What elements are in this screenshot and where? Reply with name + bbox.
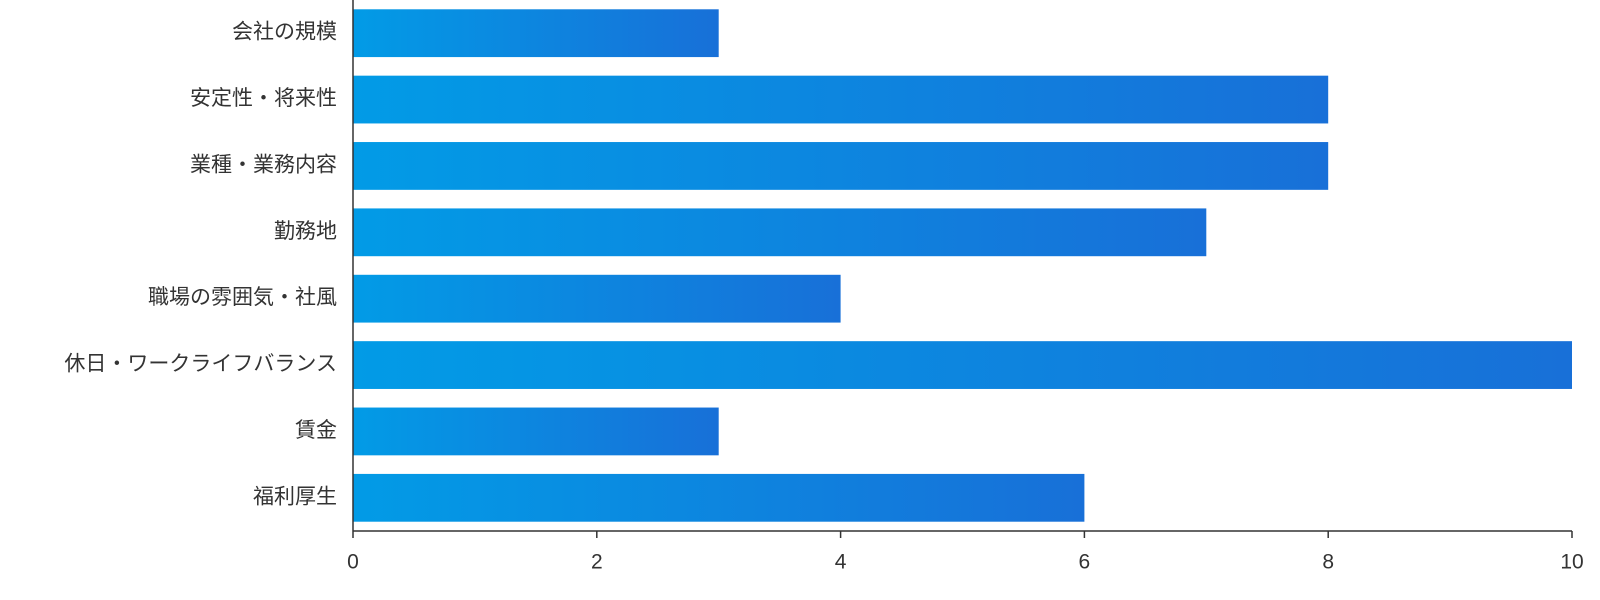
y-tick-label: 休日・ワークライフバランス bbox=[64, 353, 337, 376]
bar bbox=[353, 274, 841, 323]
bar bbox=[353, 142, 1329, 190]
bar bbox=[353, 473, 1085, 522]
y-tick-label: 勤務地 bbox=[274, 220, 337, 243]
bar bbox=[353, 208, 1207, 257]
y-tick-label: 賃金 bbox=[295, 419, 337, 442]
y-tick-label: 職場の雰囲気・社風 bbox=[148, 286, 337, 309]
bar bbox=[353, 75, 1329, 124]
x-tick-label: 10 bbox=[1560, 551, 1583, 574]
y-tick-label: 会社の規模 bbox=[232, 21, 337, 44]
y-tick-label: 福利厚生 bbox=[253, 485, 337, 508]
bar bbox=[353, 341, 1572, 389]
y-tick-label: 安定性・将来性 bbox=[190, 87, 337, 110]
bar bbox=[353, 407, 719, 456]
x-tick-label: 0 bbox=[347, 551, 359, 574]
y-tick-label: 業種・業務内容 bbox=[190, 153, 337, 176]
x-tick-label: 6 bbox=[1079, 551, 1091, 574]
x-tick-label: 4 bbox=[835, 551, 847, 574]
bar bbox=[353, 9, 719, 58]
x-tick-label: 8 bbox=[1322, 551, 1334, 574]
x-tick-label: 2 bbox=[591, 551, 603, 574]
